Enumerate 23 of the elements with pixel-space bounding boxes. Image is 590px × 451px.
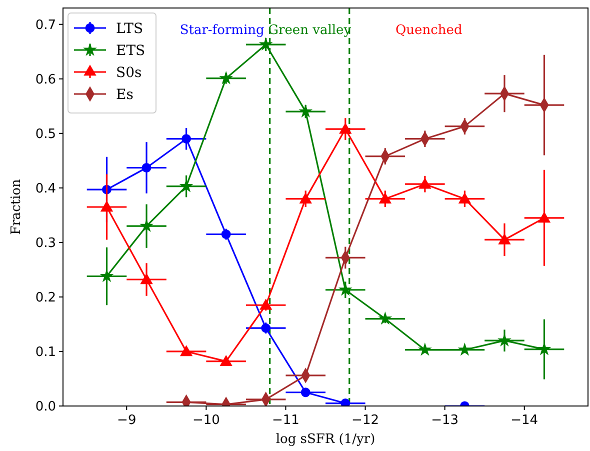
x-axis-title: log sSFR (1/yr) — [276, 432, 376, 447]
x-tick-label: −12 — [352, 413, 379, 428]
x-tick-label: −14 — [510, 413, 538, 428]
legend-label: S0s — [116, 65, 142, 81]
y-tick-label: 0.4 — [35, 181, 56, 196]
x-tick-label: −10 — [192, 413, 220, 428]
x-tick-label: −9 — [117, 413, 136, 428]
x-tick-label: −11 — [272, 413, 300, 428]
y-tick-label: 0.0 — [35, 400, 56, 414]
annotation: Quenched — [396, 23, 462, 38]
legend-label: ETS — [116, 43, 146, 59]
legend-label: LTS — [116, 21, 144, 37]
y-tick-label: 0.7 — [35, 18, 56, 33]
x-tick-label: −13 — [431, 413, 459, 428]
annotation: Green valley — [268, 23, 352, 38]
y-tick-label: 0.2 — [35, 290, 56, 306]
y-tick-label: 0.3 — [35, 236, 56, 251]
y-tick-label: 0.1 — [35, 344, 56, 360]
y-tick-label: 0.5 — [35, 126, 56, 142]
y-tick-label: 0.6 — [35, 72, 56, 88]
annotation: Star-forming — [180, 23, 264, 38]
y-axis-title: Fraction — [9, 178, 24, 235]
legend-label: Es — [116, 87, 134, 103]
